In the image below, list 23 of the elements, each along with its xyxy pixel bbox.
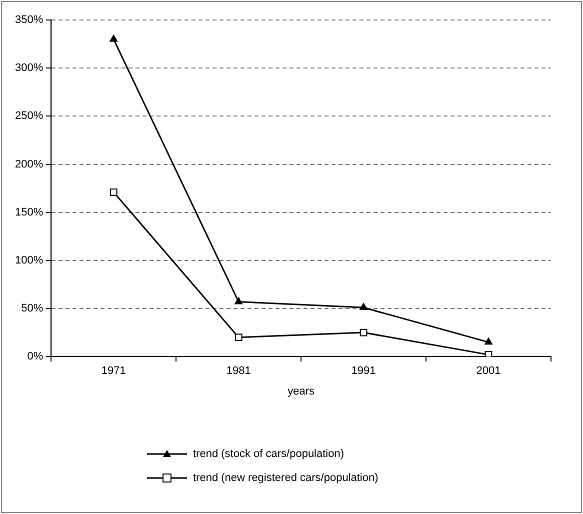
x-tick-label: 1971 [101,365,126,378]
y-tick-label: 100% [14,254,44,266]
point [110,188,118,196]
point [360,328,368,336]
point [484,350,492,357]
x-tick-label: 1991 [351,365,376,378]
y-tick-label: 50% [21,302,44,315]
x-axis-title: years [288,385,316,398]
point [234,334,242,342]
y-tick-label: 150% [14,206,44,218]
y-tick-label: 350% [14,14,44,26]
y-tick-label: 200% [14,158,44,170]
x-tick-label: 1981 [226,365,251,378]
point [110,34,118,42]
point [234,297,243,304]
point [360,303,368,310]
y-tick-label: 250% [14,110,44,122]
y-tick-label: 0% [27,350,44,363]
legend-label: trend (stock of cars/population) [193,448,344,460]
x-tick-label: 2001 [476,365,501,378]
point [484,338,492,345]
y-tick-label: 300% [14,62,44,74]
legend-label: trend (new registered cars/population) [193,472,378,484]
